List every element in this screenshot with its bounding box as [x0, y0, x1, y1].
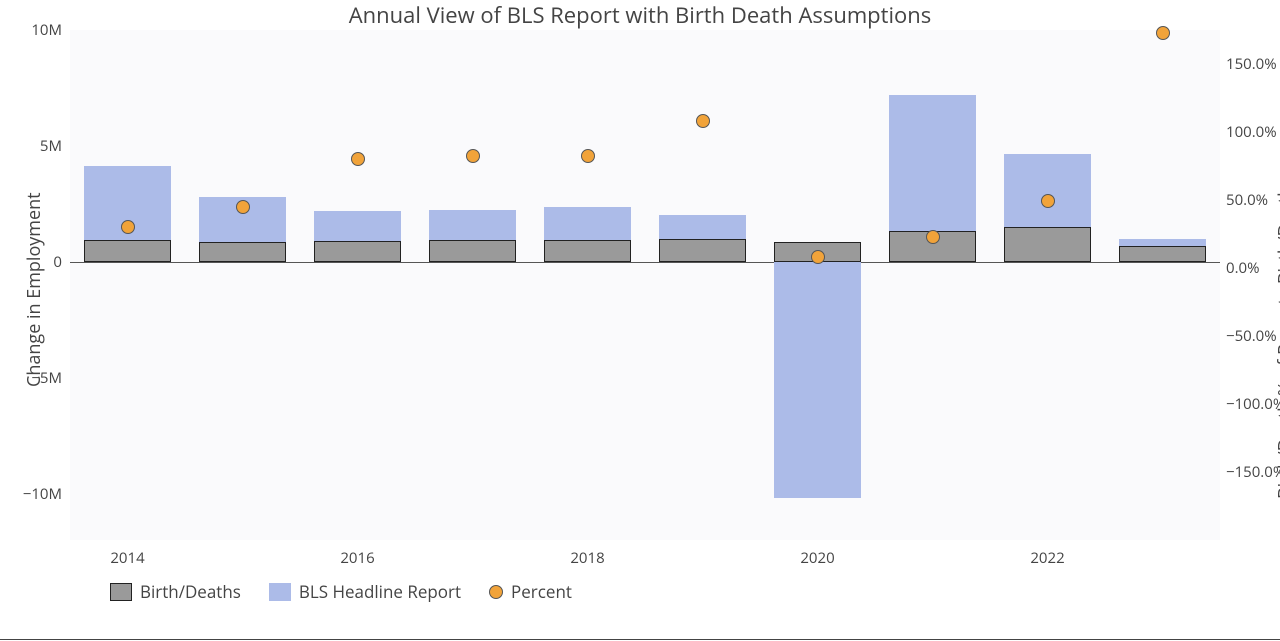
plot-area [70, 30, 1220, 540]
birth-death-bar[interactable] [1004, 227, 1090, 262]
percent-dot[interactable] [466, 149, 480, 163]
zero-line [70, 262, 1220, 263]
y-right-tick-label: −150.0% [1226, 462, 1280, 482]
percent-dot[interactable] [236, 200, 250, 214]
y-right-axis-title: Birth/Death % of Report xBirth/Death [1273, 186, 1280, 499]
y-left-axis-title: Change in Employment [22, 192, 46, 387]
percent-dot[interactable] [1041, 194, 1055, 208]
legend: Birth/Deaths BLS Headline Report Percent [110, 580, 572, 603]
headline-bar[interactable] [774, 262, 860, 498]
y-left-tick-label: 10M [0, 20, 62, 40]
legend-item-birth-deaths[interactable]: Birth/Deaths [110, 580, 241, 603]
y-left-tick-label: −10M [0, 484, 62, 504]
y-right-tick-label: −100.0% [1226, 394, 1280, 414]
birth-death-bar[interactable] [429, 240, 515, 262]
percent-dot[interactable] [581, 149, 595, 163]
x-tick-label: 2022 [1030, 548, 1064, 568]
x-tick-label: 2020 [800, 548, 834, 568]
chart-container: Annual View of BLS Report with Birth Dea… [0, 0, 1280, 641]
chart-title: Annual View of BLS Report with Birth Dea… [0, 0, 1280, 30]
percent-dot[interactable] [696, 114, 710, 128]
birth-death-bar[interactable] [84, 240, 170, 262]
x-tick-label: 2014 [110, 548, 144, 568]
percent-dot[interactable] [1156, 26, 1170, 40]
y-left-tick-label: 5M [0, 136, 62, 156]
legend-label: Percent [511, 580, 572, 603]
x-tick-label: 2016 [340, 548, 374, 568]
legend-swatch-icon [110, 583, 132, 601]
bottom-rule [0, 639, 1280, 640]
birth-death-bar[interactable] [544, 240, 630, 262]
percent-dot[interactable] [121, 220, 135, 234]
y-right-tick-label: 150.0% [1226, 54, 1277, 74]
birth-death-bar[interactable] [314, 241, 400, 262]
legend-label: BLS Headline Report [299, 580, 461, 603]
y-right-tick-label: 50.0% [1226, 190, 1268, 210]
legend-swatch-icon [269, 583, 291, 601]
percent-dot[interactable] [926, 230, 940, 244]
percent-dot[interactable] [811, 250, 825, 264]
x-tick-label: 2018 [570, 548, 604, 568]
y-right-tick-label: −50.0% [1226, 326, 1277, 346]
birth-death-bar[interactable] [659, 239, 745, 262]
y-right-tick-label: 100.0% [1226, 122, 1277, 142]
birth-death-bar[interactable] [199, 242, 285, 262]
legend-item-headline[interactable]: BLS Headline Report [269, 580, 461, 603]
legend-dot-icon [489, 585, 503, 599]
percent-dot[interactable] [351, 152, 365, 166]
legend-label: Birth/Deaths [140, 580, 241, 603]
legend-item-percent[interactable]: Percent [489, 580, 572, 603]
y-right-tick-label: 0.0% [1226, 258, 1260, 278]
birth-death-bar[interactable] [1119, 246, 1205, 262]
